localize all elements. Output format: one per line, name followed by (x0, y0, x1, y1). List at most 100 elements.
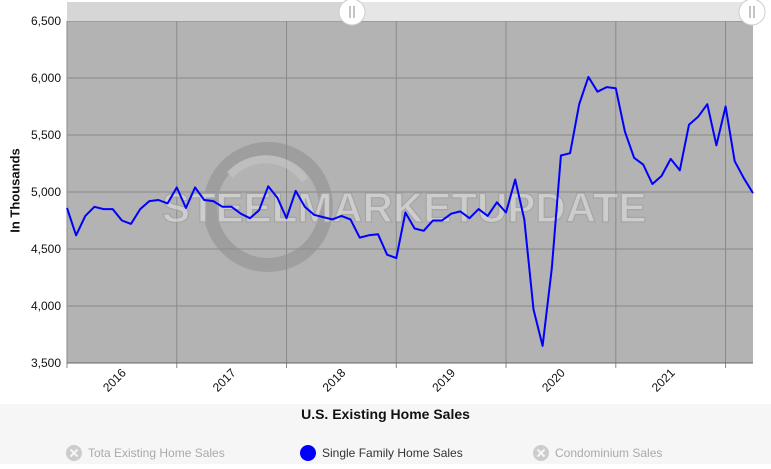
data-point[interactable] (375, 231, 381, 237)
data-point[interactable] (146, 198, 152, 204)
data-point[interactable] (192, 184, 198, 190)
data-point[interactable] (156, 197, 162, 203)
data-point[interactable] (293, 188, 299, 194)
data-point[interactable] (430, 218, 436, 224)
data-point[interactable] (713, 142, 719, 148)
data-point[interactable] (750, 190, 756, 196)
data-point[interactable] (613, 85, 619, 91)
data-point[interactable] (695, 114, 701, 120)
data-point[interactable] (357, 235, 363, 241)
data-point[interactable] (119, 218, 125, 224)
data-point[interactable] (384, 252, 390, 258)
data-point[interactable] (91, 204, 97, 210)
data-point[interactable] (82, 213, 88, 219)
data-point[interactable] (741, 175, 747, 181)
data-point[interactable] (622, 129, 628, 135)
data-point[interactable] (585, 74, 591, 80)
x-tick-label: 2016 (100, 366, 129, 395)
data-point[interactable] (210, 198, 216, 204)
data-point[interactable] (558, 153, 564, 159)
data-point[interactable] (137, 206, 143, 212)
data-point[interactable] (238, 211, 244, 217)
data-point[interactable] (247, 215, 253, 221)
data-point[interactable] (284, 215, 290, 221)
x-tick-label: 2018 (320, 366, 349, 395)
data-point[interactable] (704, 101, 710, 107)
data-point[interactable] (412, 226, 418, 232)
legend-disabled-icon (66, 445, 82, 461)
x-tick-label: 2020 (539, 366, 568, 395)
y-tick-label: 3,500 (31, 356, 61, 370)
data-point[interactable] (174, 184, 180, 190)
y-axis: 3,500 4,000 4,500 5,000 5,500 6,000 6,500 (31, 14, 61, 370)
data-point[interactable] (421, 228, 427, 234)
data-point[interactable] (165, 200, 171, 206)
data-point[interactable] (329, 216, 335, 222)
data-point[interactable] (604, 84, 610, 90)
data-point[interactable] (101, 206, 107, 212)
y-tick-label: 5,000 (31, 185, 61, 199)
data-point[interactable] (512, 177, 518, 183)
data-point[interactable] (576, 101, 582, 107)
data-point[interactable] (220, 204, 226, 210)
data-point[interactable] (256, 207, 262, 213)
data-point[interactable] (531, 306, 537, 312)
data-point[interactable] (320, 214, 326, 220)
navigator-handle-right[interactable] (738, 0, 766, 26)
x-tick-label: 2021 (649, 366, 678, 395)
y-tick-label: 6,500 (31, 14, 61, 28)
data-point[interactable] (110, 206, 116, 212)
data-point[interactable] (338, 213, 344, 219)
data-point[interactable] (128, 221, 134, 227)
data-point[interactable] (448, 211, 454, 217)
data-point[interactable] (201, 197, 207, 203)
data-point[interactable] (494, 199, 500, 205)
data-point[interactable] (723, 104, 729, 110)
data-point[interactable] (439, 218, 445, 224)
data-point[interactable] (393, 255, 399, 261)
data-point[interactable] (631, 155, 637, 161)
data-point[interactable] (476, 206, 482, 212)
legend-item-total[interactable]: Tota Existing Home Sales (66, 445, 225, 461)
data-point[interactable] (348, 216, 354, 222)
data-point[interactable] (521, 216, 527, 222)
x-tick-label: 2017 (210, 366, 239, 395)
x-tick-label: 2019 (429, 366, 458, 395)
data-point[interactable] (649, 181, 655, 187)
data-point[interactable] (402, 210, 408, 216)
data-point[interactable] (668, 156, 674, 162)
data-point[interactable] (73, 232, 79, 238)
data-point[interactable] (686, 122, 692, 128)
legend-background (0, 404, 771, 464)
data-point[interactable] (467, 215, 473, 221)
watermark-text: STEELMARKETUPDATE (162, 184, 647, 231)
data-point[interactable] (457, 208, 463, 214)
data-point[interactable] (640, 162, 646, 168)
data-point[interactable] (549, 265, 555, 271)
data-point[interactable] (732, 158, 738, 164)
data-point[interactable] (659, 173, 665, 179)
legend-item-single-family[interactable]: Single Family Home Sales (300, 445, 463, 461)
data-point[interactable] (302, 204, 308, 210)
data-point[interactable] (183, 205, 189, 211)
data-point[interactable] (64, 205, 70, 211)
data-point[interactable] (366, 232, 372, 238)
data-point[interactable] (677, 167, 683, 173)
data-point[interactable] (265, 183, 271, 189)
data-point[interactable] (485, 213, 491, 219)
data-point[interactable] (229, 204, 235, 210)
data-point[interactable] (503, 210, 509, 216)
data-point[interactable] (567, 150, 573, 156)
data-point[interactable] (311, 212, 317, 218)
data-point[interactable] (274, 195, 280, 201)
data-point[interactable] (540, 343, 546, 349)
navigator-handle-left[interactable] (338, 0, 366, 26)
data-point[interactable] (595, 89, 601, 95)
series-layer (64, 74, 756, 349)
navigator-mask (67, 2, 352, 21)
legend-item-condominium[interactable]: Condominium Sales (533, 445, 662, 461)
legend-label: Tota Existing Home Sales (88, 446, 225, 460)
series-line-single-family[interactable] (66, 75, 754, 347)
